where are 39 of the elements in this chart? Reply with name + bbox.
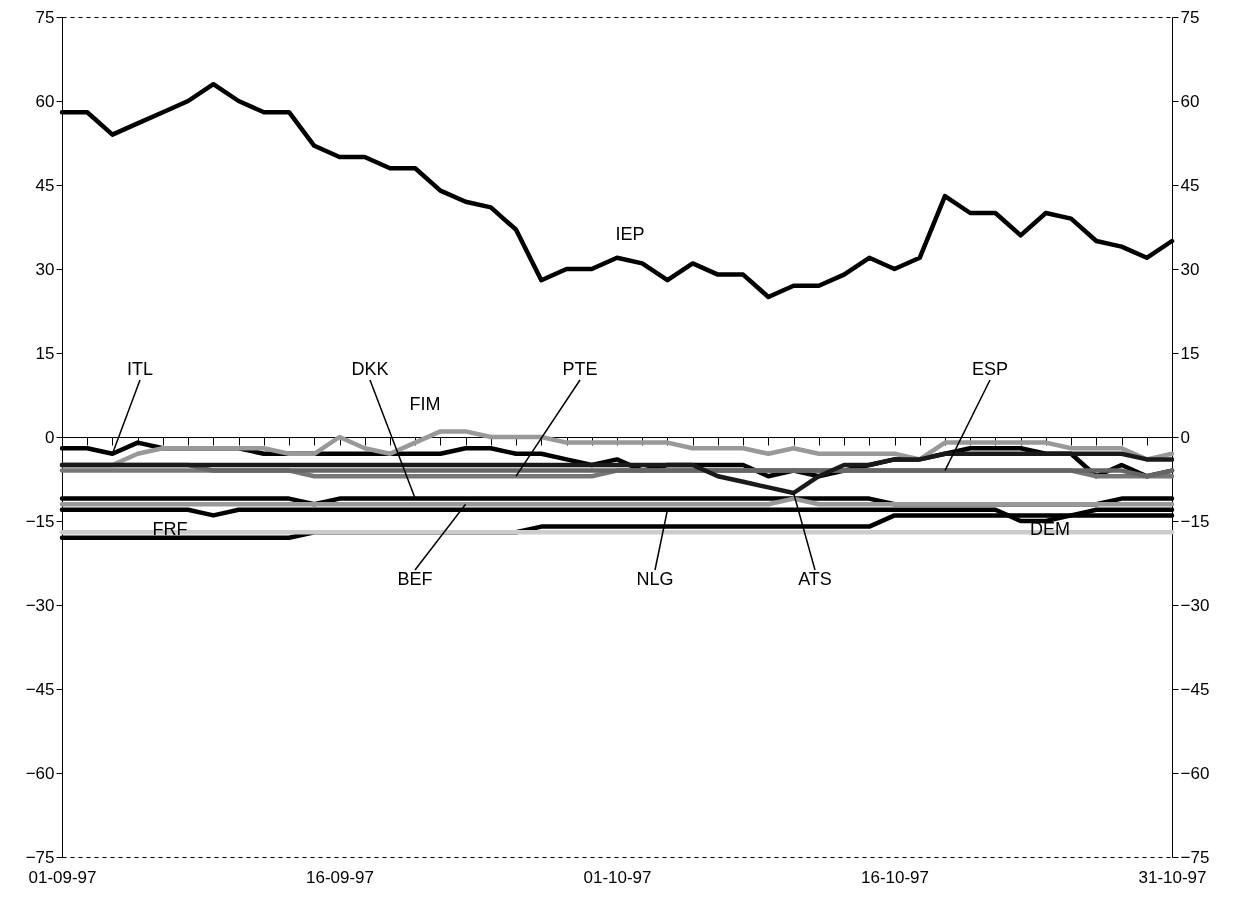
y2-tick-label: −15 [1180,511,1210,531]
text: NLG [636,569,674,589]
text: BEF [397,569,433,589]
x-tick-label: 01-09-97 [28,867,97,887]
series-label: FIM [409,394,441,414]
series-label: IEP [615,224,645,244]
y2-tick-label: 75 [1180,7,1200,27]
y-tick-label: 30 [35,259,55,279]
y2-tick-label: 15 [1180,343,1200,363]
y-tick-label: 45 [35,175,55,195]
y-tick-label: 0 [45,427,55,447]
text: PTE [562,359,598,379]
y2-tick-label: −60 [1180,763,1210,783]
y2-tick-label: −45 [1180,679,1210,699]
y2-tick-label: 0 [1180,427,1190,447]
y2-tick-label: 30 [1180,259,1200,279]
y-tick-label: −45 [25,679,55,699]
y-tick-label: 75 [35,7,55,27]
series-label: FRF [152,519,188,539]
text: ATS [798,569,832,589]
y-tick-label: −15 [25,511,55,531]
x-tick-label: 01-10-97 [583,867,652,887]
y2-tick-label: −30 [1180,595,1210,615]
text: DKK [351,359,389,379]
y-tick-label: −30 [25,595,55,615]
x-tick-label: 16-09-97 [305,867,375,887]
text: ESP [971,359,1009,379]
y2-tick-label: 45 [1180,175,1200,195]
series-label: DEM [1030,519,1070,539]
line-series [59,451,1175,496]
x-tick-label: 16-10-97 [860,867,930,887]
y-tick-label: −60 [25,763,55,783]
x-tick-label: 31-10-97 [1138,867,1207,887]
y2-tick-label: 60 [1180,91,1200,111]
text: ITL [126,359,154,379]
y2-tick-label: −75 [1180,847,1210,867]
y-tick-label: 15 [35,343,55,363]
y-tick-label: 60 [35,91,55,111]
y-tick-label: −75 [25,847,55,867]
